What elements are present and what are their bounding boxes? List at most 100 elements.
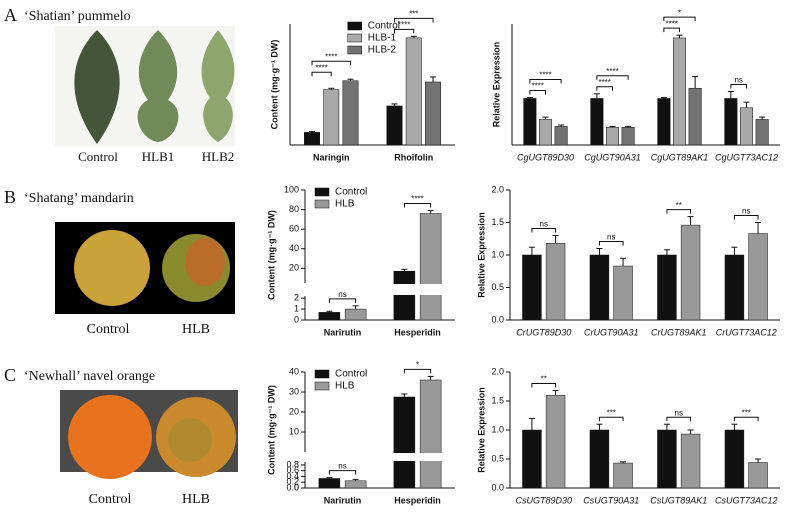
x-tick-label: CgUGT89D30 bbox=[517, 152, 574, 162]
y-tick-label: 0.0 bbox=[491, 482, 504, 492]
panel-title: ‘Shatian’ pummelo bbox=[24, 9, 131, 24]
y-tick-label: 80 bbox=[289, 204, 299, 214]
y-tick-label: 0.8 bbox=[286, 459, 299, 469]
photo-mandarin bbox=[55, 222, 235, 314]
significance-label: ns bbox=[540, 220, 548, 229]
photo-label: Control bbox=[89, 492, 132, 507]
bar bbox=[688, 87, 702, 146]
x-tick-label: CsUGT73AC12 bbox=[715, 495, 778, 505]
significance-label: ** bbox=[541, 375, 547, 384]
significance-label: **** bbox=[598, 78, 610, 87]
significance-bracket bbox=[328, 470, 357, 475]
y-tick-label: 1.0 bbox=[491, 424, 504, 434]
legend-label: Control bbox=[335, 369, 367, 380]
leaf bbox=[201, 30, 235, 142]
significance-label: * bbox=[416, 361, 419, 370]
significance-label: ns bbox=[675, 408, 683, 417]
x-tick-label: CsUGT89D30 bbox=[515, 495, 572, 505]
axis-break bbox=[303, 453, 455, 461]
significance-label: **** bbox=[315, 63, 327, 72]
x-tick-label: CgUGT90A31 bbox=[584, 152, 641, 162]
bar bbox=[554, 126, 568, 146]
legend-swatch bbox=[314, 381, 330, 391]
y-tick-label: 0 bbox=[294, 314, 299, 324]
significance-label: ns bbox=[338, 290, 346, 299]
legend-label: HLB-1 bbox=[368, 33, 397, 44]
significance-bracket bbox=[529, 90, 546, 95]
significance-bracket bbox=[328, 298, 357, 303]
legend-label: Control bbox=[368, 21, 400, 32]
bar bbox=[393, 396, 416, 489]
panel-letter: C bbox=[4, 365, 16, 385]
bar bbox=[613, 462, 633, 489]
y-tick-label: 20 bbox=[289, 263, 299, 273]
legend-label: HLB bbox=[335, 199, 355, 210]
x-tick-label: CsUGT89AK1 bbox=[650, 495, 707, 505]
y-tick-label: 0.2 bbox=[286, 477, 299, 487]
bar bbox=[613, 265, 633, 321]
photo-label: HLB2 bbox=[202, 149, 235, 164]
x-tick-label: Hesperidin bbox=[394, 495, 441, 505]
leaf bbox=[137, 30, 179, 142]
significance-label: *** bbox=[607, 408, 616, 417]
bar bbox=[522, 429, 542, 489]
x-tick-label: Rhoifolin bbox=[394, 152, 433, 162]
significance-bracket bbox=[529, 79, 562, 84]
y-tick-label: 2.0 bbox=[491, 366, 504, 376]
significance-label: ns bbox=[742, 207, 750, 216]
x-tick-label: CsUGT90A31 bbox=[583, 495, 639, 505]
bar bbox=[672, 37, 687, 146]
y-axis-title: Relative Expression bbox=[491, 42, 501, 128]
y-tick-label: 40 bbox=[289, 243, 299, 253]
significance-label: **** bbox=[606, 67, 618, 76]
significance-bracket bbox=[733, 215, 759, 220]
bar bbox=[538, 119, 553, 146]
significance-label: ns bbox=[338, 462, 346, 471]
bar bbox=[318, 478, 341, 489]
x-tick-label: CrUGT90A31 bbox=[584, 327, 639, 337]
y-tick-label: 0.4 bbox=[286, 471, 299, 481]
bar bbox=[386, 105, 403, 146]
significance-label: **** bbox=[325, 52, 337, 61]
significance-bracket bbox=[394, 28, 415, 34]
y-tick-label: 0 bbox=[294, 482, 299, 492]
y-tick-label: 2 bbox=[294, 293, 299, 303]
panel-letter: B bbox=[4, 187, 16, 207]
fruit bbox=[74, 230, 150, 306]
y-tick-label: 1.5 bbox=[491, 395, 504, 405]
x-tick-label: CrUGT89AK1 bbox=[651, 327, 707, 337]
y-axis-title: Relative Expression bbox=[476, 387, 486, 473]
y-tick-label: 0.0 bbox=[286, 482, 299, 492]
y-tick-label: 0.0 bbox=[491, 314, 504, 324]
bar bbox=[304, 132, 320, 146]
significance-label: ** bbox=[676, 201, 682, 210]
significance-label: **** bbox=[411, 195, 423, 204]
photo-label: HLB bbox=[182, 322, 210, 337]
bar bbox=[755, 119, 769, 146]
y-tick-label: 20 bbox=[289, 406, 299, 416]
significance-bracket bbox=[666, 416, 692, 422]
bar bbox=[589, 254, 610, 321]
significance-bracket bbox=[311, 71, 332, 77]
y-tick-label: 2.0 bbox=[491, 184, 504, 194]
y-axis-title: Content (mg·g⁻¹ DW) bbox=[266, 210, 276, 300]
significance-bracket bbox=[394, 17, 434, 23]
bar bbox=[657, 254, 677, 321]
significance-bracket bbox=[733, 416, 759, 422]
legend-swatch bbox=[314, 369, 330, 379]
bar bbox=[425, 81, 441, 146]
y-axis-title: Content (mg·g⁻¹ DW) bbox=[269, 40, 279, 130]
bar bbox=[748, 462, 768, 489]
y-tick-label: 0.5 bbox=[491, 282, 504, 292]
bar bbox=[393, 271, 416, 321]
significance-bracket bbox=[663, 16, 696, 22]
bar bbox=[522, 254, 542, 321]
y-tick-label: 1.0 bbox=[491, 249, 504, 259]
x-tick-label: CgUGT73AC12 bbox=[715, 152, 778, 162]
y-tick-label: 1 bbox=[294, 303, 299, 313]
bar bbox=[724, 254, 745, 321]
significance-bracket bbox=[403, 368, 432, 374]
y-tick-label: 100 bbox=[284, 184, 299, 194]
y-tick-label: 0.6 bbox=[286, 465, 299, 475]
